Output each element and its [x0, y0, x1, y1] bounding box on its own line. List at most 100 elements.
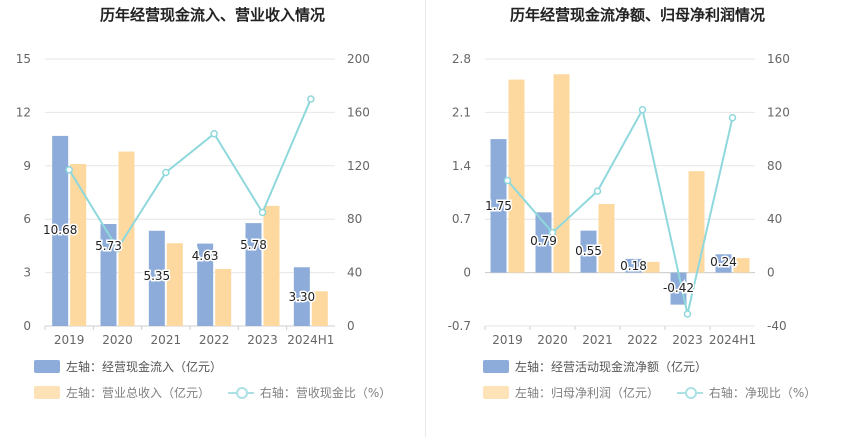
legend-label: 右轴：净现比（%）: [708, 386, 817, 400]
x-tick-label: 2023: [672, 333, 703, 347]
line-point: [593, 187, 602, 195]
x-tick-label: 2020: [102, 333, 133, 347]
line-point: [65, 166, 73, 174]
data-label: 3.30: [288, 290, 315, 304]
line-point: [548, 228, 557, 237]
bar-series-1: [148, 230, 165, 326]
legend-item[interactable]: 右轴：净现比（%）: [676, 384, 817, 401]
legend-swatch-bar: [483, 386, 509, 399]
x-tick-label: 2019: [492, 333, 523, 347]
bar-series-1: [490, 139, 507, 273]
y-tick-left: 0: [463, 266, 471, 280]
panel-divider: [425, 0, 426, 437]
legend-swatch-line: [676, 386, 703, 399]
legend-label: 左轴：经营现金流入（亿元）: [66, 360, 223, 374]
y-tick-left: 0.7: [452, 212, 471, 226]
bar-series-1: [100, 224, 117, 326]
line-point: [210, 130, 218, 138]
data-label: 1.75: [485, 199, 512, 213]
line-point: [307, 95, 315, 103]
bar-series-2: [643, 261, 660, 273]
legend-row-1: 左轴：经营现金流入（亿元）: [34, 358, 236, 376]
y-tick-right: 40: [347, 266, 362, 280]
legend-swatch-line: [227, 386, 254, 399]
line-point: [503, 176, 512, 185]
legend-item[interactable]: 右轴：营收现金比（%）: [227, 384, 392, 401]
data-label: 5.73: [95, 239, 122, 253]
y-tick-left: 2.1: [452, 105, 471, 119]
y-tick-right: -40: [767, 319, 787, 333]
y-tick-left: 9: [23, 159, 31, 173]
y-tick-right: 120: [767, 105, 790, 119]
y-tick-right: 120: [347, 159, 370, 173]
bar-series-2: [733, 258, 750, 273]
data-label: 0.55: [575, 244, 602, 258]
x-tick-label: 2021: [582, 333, 613, 347]
line-point: [162, 168, 170, 177]
y-tick-left: 15: [16, 52, 31, 66]
bar-series-2: [166, 243, 183, 326]
legend-item[interactable]: 左轴：归母净利润（亿元）: [483, 384, 659, 401]
line-point: [638, 105, 647, 114]
chart-right-svg: -0.7 0 0.7 1.4 2.1 2.8 -40 0 40 80 120 160 2019 2020 2…: [448, 52, 790, 347]
bar-series-2: [118, 151, 135, 326]
legend-label: 右轴：营收现金比（%）: [259, 386, 392, 400]
chart-title: 历年经营现金流入、营业收入情况: [99, 6, 325, 24]
legend-row-2: 左轴：营业总收入（亿元） 右轴：营收现金比（%）: [34, 384, 405, 402]
y-tick-right: 80: [347, 212, 362, 226]
line-point: [728, 113, 737, 122]
chart-panel-left: 历年经营现金流入、营业收入情况 0 3 6 9 12 15 0 40 80 120 160 200 20…: [16, 6, 405, 402]
line-point: [258, 208, 267, 217]
legend-swatch-bar: [483, 360, 509, 373]
bar-series-2: [70, 164, 87, 326]
x-tick-label: 2023: [247, 333, 278, 347]
y-tick-left: -0.7: [448, 319, 471, 333]
data-label: 0.24: [710, 255, 737, 269]
bar-series-1: [625, 258, 642, 273]
legend-row-2: 左轴：归母净利润（亿元） 右轴：净现比（%）: [483, 384, 830, 402]
data-label: 5.78: [240, 238, 267, 252]
bar-series-1: [293, 267, 310, 326]
x-tick-label: 2019: [54, 333, 85, 347]
x-tick-label: 2024H1: [287, 333, 334, 347]
data-label: 10.68: [43, 223, 77, 237]
bar-series-1: [670, 272, 687, 305]
legend-item[interactable]: 左轴：经营活动现金流净额（亿元）: [483, 358, 707, 375]
bar-series-2: [215, 269, 232, 326]
legend-item[interactable]: 左轴：营业总收入（亿元）: [34, 384, 210, 401]
data-label: 4.63: [192, 249, 219, 263]
line-series: [68, 98, 312, 251]
y-tick-left: 0: [23, 319, 31, 333]
bar-series-1: [245, 223, 262, 326]
legend-label: 左轴：归母净利润（亿元）: [515, 386, 660, 400]
legend-row-1: 左轴：经营活动现金流净额（亿元）: [483, 358, 721, 376]
bar-series-2: [553, 74, 570, 273]
legend-swatch-bar: [34, 360, 60, 373]
x-tick-label: 2021: [151, 333, 182, 347]
x-tick-label: 2022: [199, 333, 230, 347]
legend-swatch-bar: [34, 386, 60, 399]
y-tick-left: 2.8: [452, 52, 471, 66]
y-tick-right: 80: [767, 159, 782, 173]
legend-item[interactable]: 左轴：经营现金流入（亿元）: [34, 358, 222, 375]
bar-series-1: [715, 254, 732, 273]
y-tick-left: 1.4: [452, 159, 471, 173]
chart-panel-right: 历年经营现金流净额、归母净利润情况 -0.7 0 0.7 1.4 2.1 2.8 -40 0 4…: [425, 0, 850, 437]
chart-title: 历年经营现金流净额、归母净利润情况: [509, 6, 765, 24]
bar-series-1: [580, 230, 597, 273]
line-series: [506, 106, 734, 315]
data-label: 0.18: [620, 259, 647, 273]
y-tick-right: 0: [767, 266, 775, 280]
y-tick-left: 3: [23, 266, 31, 280]
y-tick-right: 0: [347, 319, 355, 333]
y-tick-right: 160: [347, 105, 370, 119]
bar-series-2: [311, 291, 328, 326]
y-tick-left: 12: [16, 105, 31, 119]
bar-series-1: [52, 135, 69, 326]
line-point: [113, 244, 122, 253]
bar-series-2: [598, 203, 615, 273]
legend-label: 左轴：经营活动现金流净额（亿元）: [515, 360, 708, 374]
y-tick-right: 40: [767, 212, 782, 226]
x-tick-label: 2024H1: [709, 333, 756, 347]
data-label: -0.42: [663, 281, 694, 295]
